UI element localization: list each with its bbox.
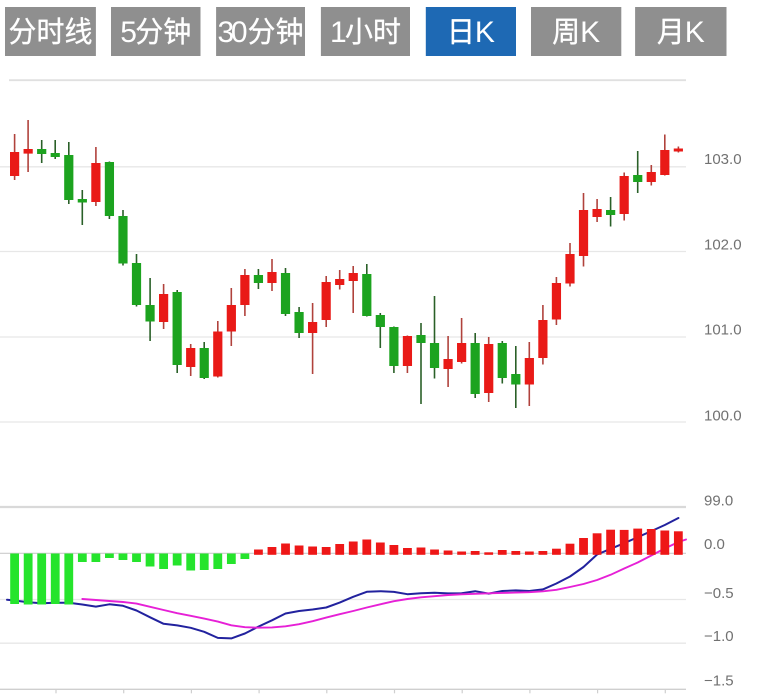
svg-text:5: 5 <box>120 16 137 49</box>
svg-text:100.0: 100.0 <box>704 407 742 424</box>
svg-text:−1.5: −1.5 <box>704 672 734 689</box>
svg-text:K: K <box>580 16 600 49</box>
svg-text:101.0: 101.0 <box>704 321 742 338</box>
svg-text:K: K <box>475 16 495 49</box>
svg-text:99.0: 99.0 <box>704 492 733 509</box>
svg-text:1: 1 <box>330 16 347 49</box>
svg-text:−1.0: −1.0 <box>704 628 734 645</box>
svg-text:102.0: 102.0 <box>704 236 742 253</box>
svg-text:0.0: 0.0 <box>704 536 725 553</box>
svg-text:103.0: 103.0 <box>704 151 742 168</box>
svg-text:K: K <box>685 16 705 49</box>
svg-text:30: 30 <box>218 16 248 49</box>
svg-text:−0.5: −0.5 <box>704 585 734 602</box>
